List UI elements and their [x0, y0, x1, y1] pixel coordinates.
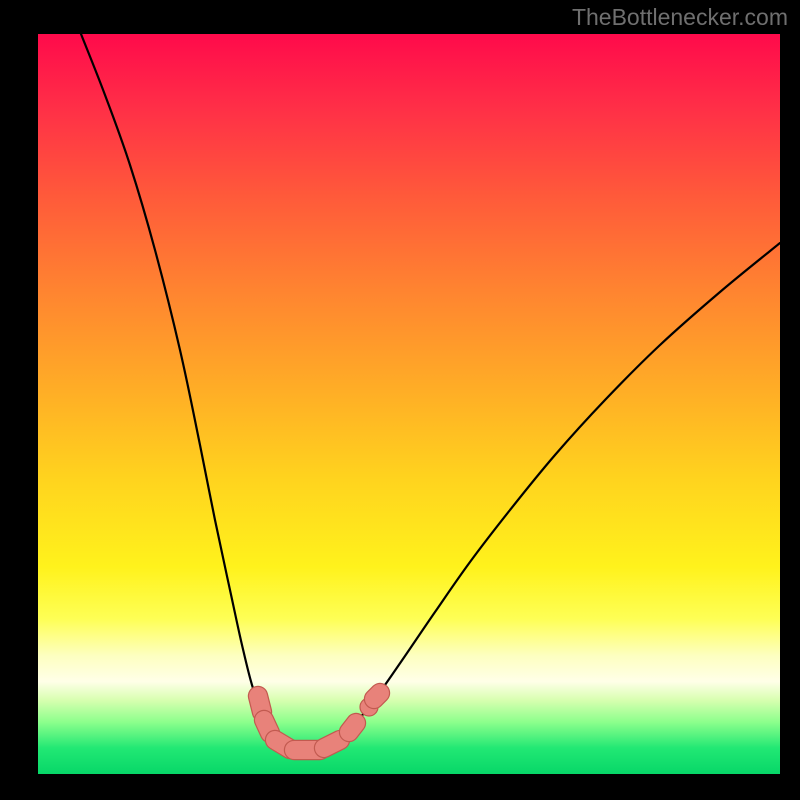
bottleneck-chart	[0, 0, 800, 800]
gradient-background	[38, 34, 780, 774]
chart-container: TheBottlenecker.com	[0, 0, 800, 800]
marker-capsule	[258, 696, 262, 712]
marker-capsule	[324, 740, 340, 748]
marker-capsule	[264, 720, 270, 733]
marker-capsule	[374, 693, 380, 699]
watermark-text: TheBottlenecker.com	[572, 4, 788, 31]
marker-capsule	[349, 723, 356, 732]
